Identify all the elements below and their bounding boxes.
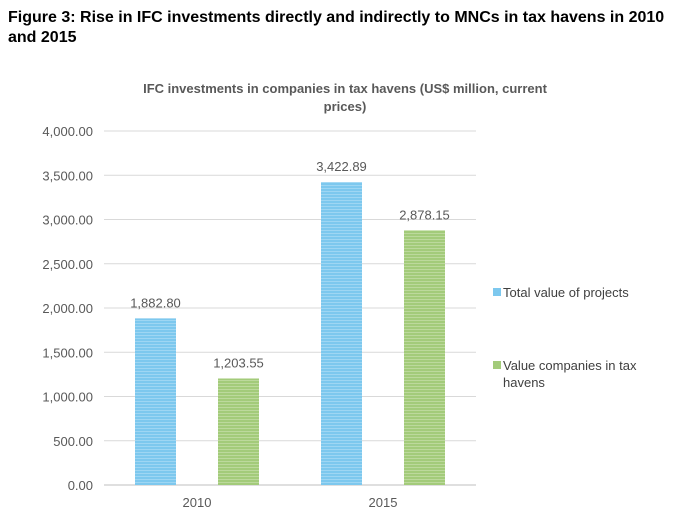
legend-label-total: Total value of projects — [503, 285, 629, 300]
y-tick-label: 2,000.00 — [42, 301, 93, 316]
y-tick-label: 500.00 — [53, 434, 93, 449]
bar-total-value-2010 — [135, 318, 176, 485]
y-tick-label: 4,000.00 — [42, 124, 93, 139]
x-axis-tick-labels: 2010 2015 — [183, 495, 398, 510]
bars — [135, 182, 445, 486]
y-axis-tick-labels: 0.00 500.00 1,000.00 1,500.00 2,000.00 2,500.… — [42, 124, 93, 493]
legend-label-tax-havens-line2: havens — [503, 375, 545, 390]
data-label: 1,882.80 — [130, 295, 181, 310]
data-label: 3,422.89 — [316, 159, 367, 174]
y-tick-label: 3,500.00 — [42, 168, 93, 183]
data-label: 1,203.55 — [213, 355, 264, 370]
legend-label-tax-havens-line1: Value companies in tax — [503, 358, 637, 373]
data-labels: 1,882.80 1,203.55 3,422.89 2,878.15 — [130, 159, 450, 370]
x-tick-label: 2015 — [369, 495, 398, 510]
chart-title-line1: IFC investments in companies in tax have… — [143, 81, 547, 96]
chart-title-line2: prices) — [324, 99, 367, 114]
bar-total-value-2015 — [321, 182, 362, 486]
figure-title: Figure 3: Rise in IFC investments direct… — [8, 9, 665, 46]
bar-tax-haven-value-2010 — [218, 378, 259, 485]
x-tick-label: 2010 — [183, 495, 212, 510]
y-tick-label: 1,500.00 — [42, 345, 93, 360]
legend-swatch-tax-havens — [493, 361, 501, 369]
y-tick-label: 2,500.00 — [42, 257, 93, 272]
legend-swatch-total — [493, 288, 501, 296]
bar-tax-haven-value-2015 — [404, 230, 445, 485]
legend: Total value of projects Value companies … — [493, 285, 637, 390]
data-label: 2,878.15 — [399, 207, 450, 222]
y-tick-label: 3,000.00 — [42, 213, 93, 228]
y-tick-label: 0.00 — [68, 478, 93, 493]
y-tick-label: 1,000.00 — [42, 390, 93, 405]
